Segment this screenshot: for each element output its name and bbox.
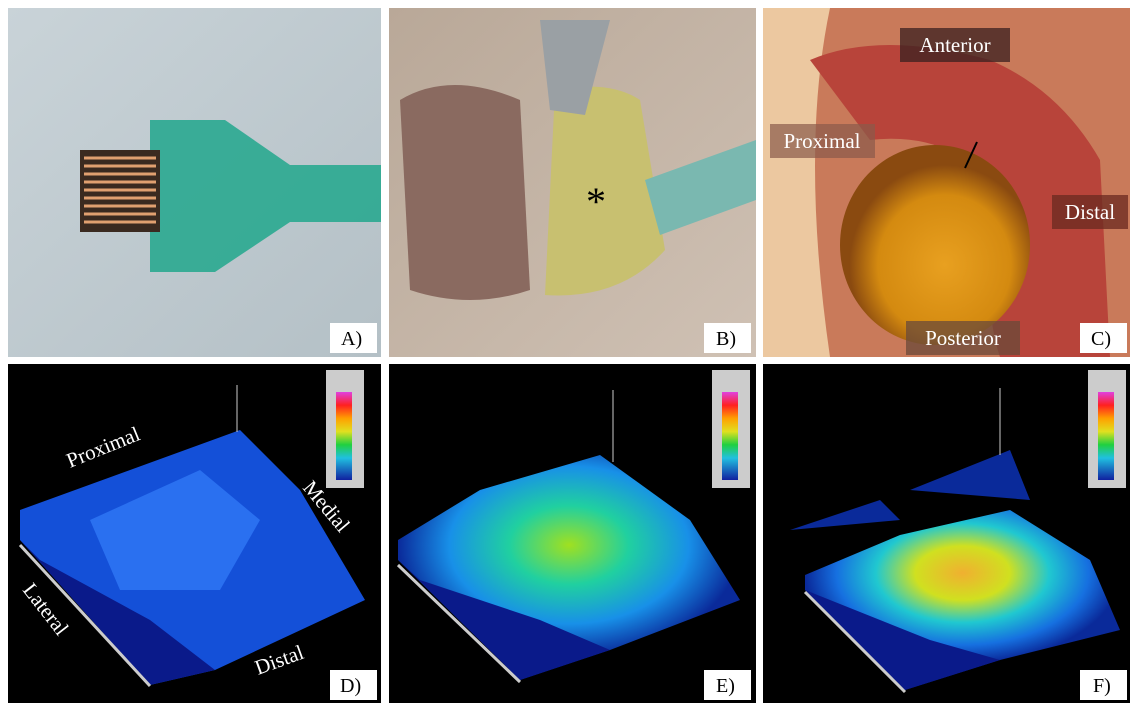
annotation: Distal [1065, 200, 1115, 224]
asterisk: * [586, 179, 606, 224]
colorbar [336, 392, 352, 480]
panel-label: C) [1091, 328, 1111, 350]
panel-label: D) [340, 675, 361, 697]
colorbar [722, 392, 738, 480]
panel-b: * B) [389, 8, 756, 357]
panel-label: A) [341, 328, 362, 350]
annotation: Proximal [784, 129, 861, 153]
panel-c: Anterior Proximal Distal Posterior C) [763, 8, 1130, 357]
panel-label: E) [716, 675, 735, 697]
annotation: Anterior [919, 33, 990, 57]
annotation: Posterior [925, 326, 1001, 350]
panel-e: E) [389, 364, 756, 703]
panel-label: B) [716, 328, 736, 350]
figure: A) * B) Anterior Proximal Distal Posteri… [0, 0, 1133, 706]
cylinder [840, 145, 1030, 345]
panel-a: A) [8, 8, 381, 357]
panel-d: Proximal Medial Lateral Distal D) [8, 364, 381, 703]
muscle [400, 85, 530, 300]
panel-f: F) [763, 364, 1130, 703]
panel-label: F) [1093, 675, 1111, 697]
page: A) * B) Anterior Proximal Distal Posteri… [0, 0, 1133, 711]
colorbar [1098, 392, 1114, 480]
